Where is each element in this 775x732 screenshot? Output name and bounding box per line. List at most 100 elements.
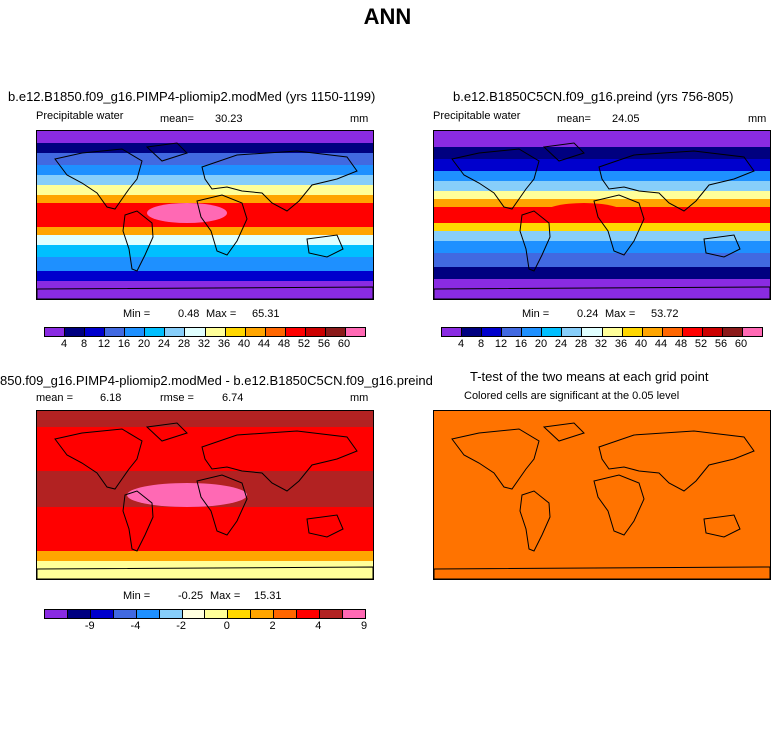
panel2-colorbar-swatch xyxy=(482,328,503,336)
coastline xyxy=(703,234,741,258)
panel2-colorbar-swatch xyxy=(602,328,623,336)
coastline xyxy=(196,194,248,256)
coastline xyxy=(306,514,344,538)
panel2-min-value: 0.24 xyxy=(577,308,599,320)
panel2-colorbar-tick-label: 52 xyxy=(694,338,708,350)
field-band xyxy=(37,281,373,299)
panel3-colorbar-tick-label: -2 xyxy=(176,620,187,632)
panel2-colorbar-tick-label: 4 xyxy=(457,338,465,350)
field-band xyxy=(434,181,770,191)
panel3-min-label: Min = xyxy=(123,590,151,602)
coastline xyxy=(37,286,373,299)
panel1-colorbar-swatch xyxy=(305,328,326,336)
field-band xyxy=(434,231,770,241)
field-band xyxy=(37,411,373,427)
panel2-min-label: Min = xyxy=(522,308,550,320)
panel2-mean-value: 24.05 xyxy=(612,113,640,125)
panel3-units: mm xyxy=(350,392,369,404)
panel1-colorbar-tick-label: 20 xyxy=(137,338,151,350)
panel3-rmse-value: 6.74 xyxy=(222,392,244,404)
coastline xyxy=(593,474,645,536)
panel2-case-title: b.e12.B1850C5CN.f09_g16.preind (yrs 756-… xyxy=(453,89,734,104)
panel3-case-title: 850.f09_g16.PIMP4-pliomip2.modMed - b.e1… xyxy=(0,373,433,388)
panel2-colorbar-tick-label: 24 xyxy=(554,338,568,350)
panel2-colorbar-swatch xyxy=(622,328,643,336)
significance-field xyxy=(434,411,770,579)
panel4-subtitle: Colored cells are significant at the 0.0… xyxy=(464,390,680,402)
panel3-rmse-label: rmse = xyxy=(160,392,194,404)
panel1-colorbar-tick-label: 16 xyxy=(117,338,131,350)
field-band xyxy=(37,507,373,551)
panel2-colorbar-tick-label: 56 xyxy=(714,338,728,350)
field-band xyxy=(434,223,770,231)
field-band xyxy=(434,267,770,279)
field-band xyxy=(37,143,373,153)
field-band xyxy=(37,257,373,271)
field-band xyxy=(434,253,770,267)
panel2-max-label: Max = xyxy=(605,308,636,320)
coastline xyxy=(519,490,551,552)
panel3-colorbar-swatch xyxy=(228,610,252,618)
panel1-field-label: Precipitable water xyxy=(36,110,124,122)
panel2-colorbar-swatch xyxy=(742,328,762,336)
panel3-max-label: Max = xyxy=(210,590,241,602)
coastline xyxy=(434,566,770,579)
panel1-colorbar-tick-label: 56 xyxy=(317,338,331,350)
field-band xyxy=(434,199,770,207)
panel3-map xyxy=(36,410,374,580)
panel1-colorbar-swatch xyxy=(325,328,346,336)
panel3-colorbar-swatch xyxy=(205,610,229,618)
field-band xyxy=(37,471,373,483)
panel3-colorbar-tick-label: 0 xyxy=(223,620,230,632)
panel2-max-value: 53.72 xyxy=(651,308,679,320)
coastline xyxy=(434,286,770,299)
panel1-colorbar-swatch xyxy=(105,328,126,336)
panel3-colorbar-tick-label: -4 xyxy=(130,620,141,632)
map2-svg xyxy=(434,131,770,299)
coastline xyxy=(201,430,358,492)
map1-svg xyxy=(37,131,373,299)
coastline xyxy=(54,148,143,210)
panel1-colorbar-tick-label: 32 xyxy=(197,338,211,350)
panel1-colorbar-swatch xyxy=(145,328,166,336)
panel1-colorbar-tick-label: 36 xyxy=(217,338,231,350)
field-band xyxy=(37,175,373,185)
panel1-case-title: b.e12.B1850.f09_g16.PIMP4-pliomip2.modMe… xyxy=(8,89,376,104)
panel2-colorbar-swatch xyxy=(682,328,703,336)
panel1-colorbar-tick-label: 12 xyxy=(97,338,111,350)
panel1-min-value: 0.48 xyxy=(178,308,200,320)
field-band xyxy=(37,185,373,195)
panel3-colorbar-swatch xyxy=(274,610,298,618)
panel2-units: mm xyxy=(748,113,767,125)
panel3-colorbar-swatch xyxy=(182,610,206,618)
field-band xyxy=(37,153,373,165)
panel2-colorbar-tick-label: 28 xyxy=(574,338,588,350)
coastline xyxy=(122,490,154,552)
panel2-colorbar-tick-label: 44 xyxy=(654,338,668,350)
panel3-colorbar xyxy=(44,609,366,619)
field-band xyxy=(434,159,770,171)
panel2-colorbar-tick-label: 40 xyxy=(634,338,648,350)
field-band xyxy=(37,561,373,579)
panel1-colorbar-tick-label: 48 xyxy=(277,338,291,350)
panel1-colorbar-swatch xyxy=(125,328,146,336)
panel2-colorbar-tick-label: 60 xyxy=(734,338,748,350)
panel1-units: mm xyxy=(350,113,369,125)
panel3-colorbar-tick-label: 9 xyxy=(360,620,368,632)
panel1-colorbar-tick-label: 60 xyxy=(337,338,351,350)
coastline xyxy=(519,210,551,272)
panel3-colorbar-swatch xyxy=(297,610,321,618)
field-band xyxy=(434,147,770,159)
panel1-colorbar xyxy=(44,327,366,337)
panel1-colorbar-swatch xyxy=(225,328,246,336)
map4-svg xyxy=(434,411,770,579)
panel1-colorbar-swatch xyxy=(285,328,306,336)
main-title: ANN xyxy=(363,4,412,29)
panel1-colorbar-swatch xyxy=(185,328,206,336)
panel4-title: T-test of the two means at each grid poi… xyxy=(470,369,709,384)
panel3-colorbar-swatch xyxy=(159,610,183,618)
coastline xyxy=(703,514,741,538)
field-band xyxy=(37,551,373,561)
coastline xyxy=(542,142,585,162)
panel1-colorbar-tick-label: 4 xyxy=(60,338,68,350)
